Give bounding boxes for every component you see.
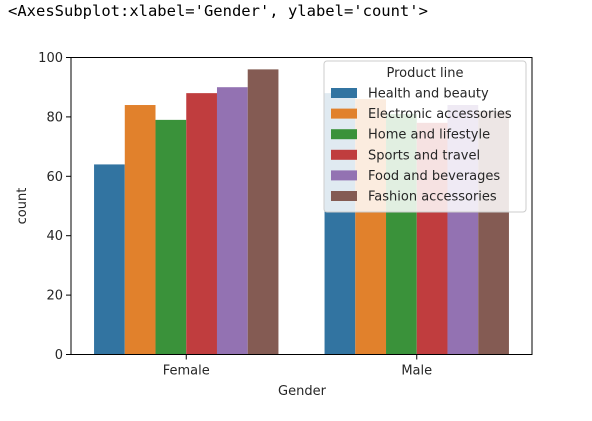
legend-entry-label: Electronic accessories [368,107,512,122]
legend-title: Product line [387,66,464,81]
bar-female-electronic-accessories [124,105,156,355]
y-tick-label: 40 [46,229,63,244]
legend-entry-label: Fashion accessories [368,190,497,205]
bar-female-health-and-beauty [94,164,125,355]
cell-output-repr: <AxesSubplot:xlabel='Gender', ylabel='co… [8,2,428,20]
y-tick-label: 100 [38,51,63,66]
legend-entry-label: Health and beauty [368,87,489,102]
x-axis-label: Gender [278,384,327,399]
x-tick-label: Female [163,364,210,379]
bar-female-sports-and-travel [186,93,217,355]
legend-entry-label: Home and lifestyle [368,128,490,143]
legend-entry-label: Sports and travel [368,148,480,163]
bar-female-home-and-lifestyle [155,119,187,355]
bar-female-food-and-beverages [216,87,248,355]
y-tick-label: 20 [46,289,63,304]
legend-entry-label: Food and beverages [368,169,500,184]
legend: Product line Health and beauty Electronic… [323,60,527,213]
legend-swatch [331,149,357,160]
y-tick-label: 0 [55,348,63,363]
legend-swatch [331,88,357,98]
legend-swatch [331,108,357,119]
legend-frame [323,60,527,213]
plot-frame [70,57,533,355]
y-axis: 0 20 40 60 80 100 [38,51,71,363]
x-tick-label: Male [401,364,432,379]
legend-swatch [331,191,357,201]
legend-swatch [331,129,357,140]
y-axis-label: count [15,188,30,225]
legend-entries: Health and beauty Electronic accessories H… [331,87,512,205]
x-axis: Female Male [163,354,432,379]
y-tick-label: 60 [46,170,63,185]
y-tick-label: 80 [46,110,63,125]
legend-swatch [331,170,357,181]
bar-female-fashion-accessories [247,69,279,355]
